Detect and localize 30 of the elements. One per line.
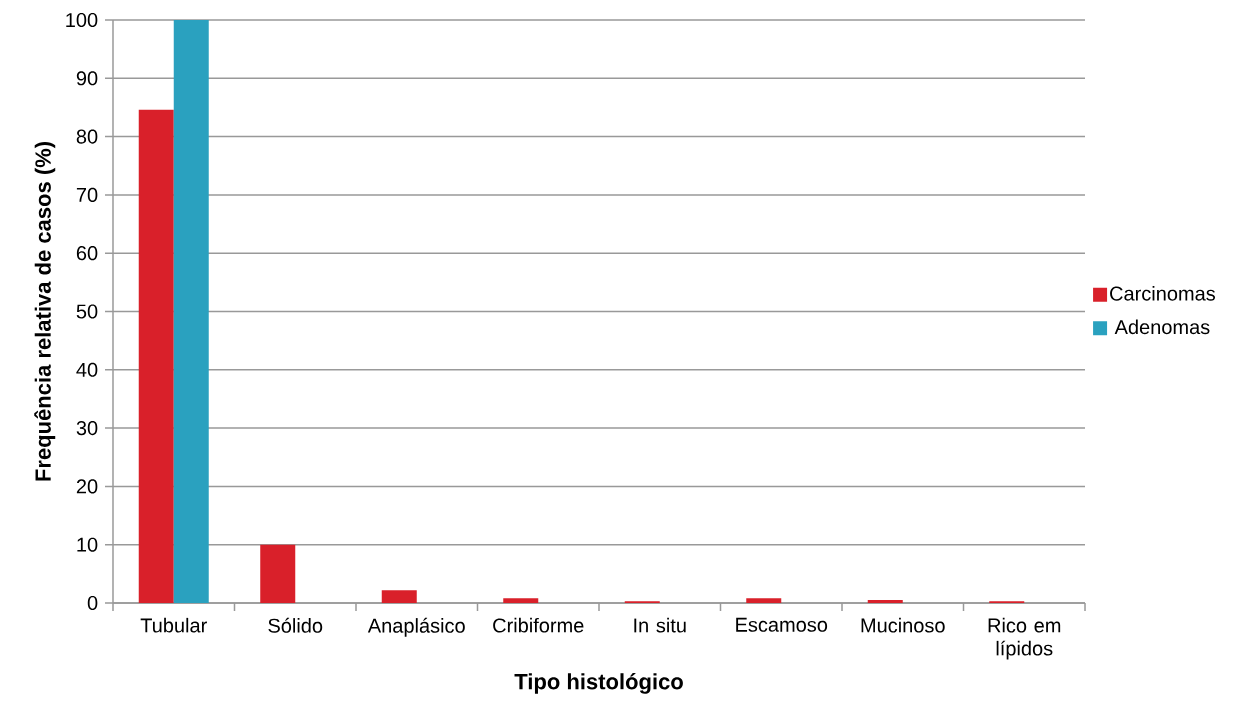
y-tick-label: 60 bbox=[76, 246, 98, 261]
legend-label: Carcinomas bbox=[1110, 286, 1216, 301]
bar bbox=[381, 590, 417, 603]
x-tick-label: Tubular bbox=[140, 617, 207, 633]
y-tick-label: 80 bbox=[76, 129, 98, 144]
y-tick-label: 30 bbox=[76, 421, 98, 436]
bar bbox=[260, 544, 296, 603]
x-tick-label: In situ bbox=[634, 617, 686, 633]
x-tick-label: Anaplásico bbox=[367, 617, 465, 637]
bar bbox=[746, 598, 782, 603]
y-tick-label: 90 bbox=[76, 71, 98, 86]
y-axis-title: Frequência relativa de casos (%) bbox=[34, 142, 56, 481]
x-tick-label: Sólido bbox=[268, 617, 323, 633]
x-tick-label: Cribiforme bbox=[493, 617, 584, 633]
y-tick-label: 70 bbox=[76, 187, 98, 202]
x-tick-label: Mucinoso bbox=[861, 617, 945, 633]
y-tick-label: 100 bbox=[66, 12, 98, 28]
y-tick-label: 40 bbox=[76, 362, 98, 377]
y-tick-label: 0 bbox=[87, 595, 98, 611]
y-tick-label: 50 bbox=[76, 304, 98, 319]
x-tick-label: Rico em lípidos bbox=[988, 617, 1061, 660]
legend-label: Adenomas bbox=[1114, 319, 1210, 335]
bar bbox=[503, 598, 539, 603]
bar bbox=[138, 109, 174, 603]
x-axis-title: Tipo histológico bbox=[514, 673, 683, 694]
bar bbox=[173, 20, 209, 603]
y-tick-label: 20 bbox=[76, 479, 98, 494]
x-tick-label: Escamoso bbox=[736, 617, 828, 632]
y-tick-label: 10 bbox=[77, 537, 98, 552]
bar bbox=[867, 600, 903, 603]
